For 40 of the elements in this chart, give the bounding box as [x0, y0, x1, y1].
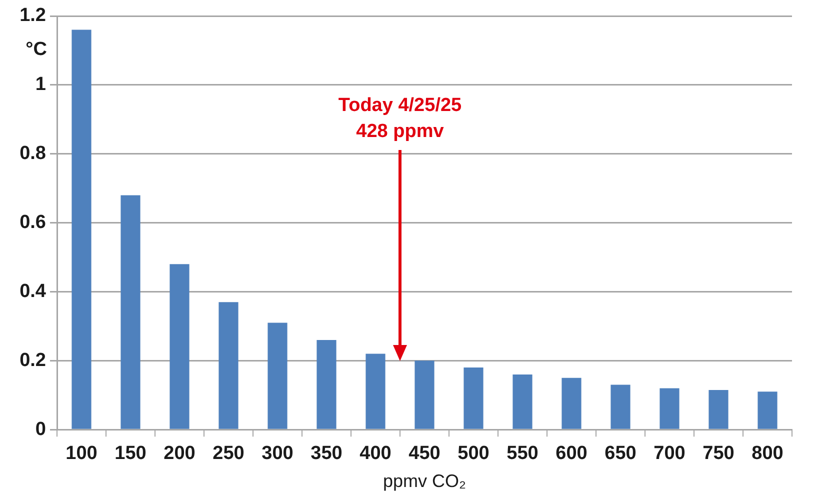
- bar: [218, 302, 238, 429]
- y-tick-label: 0.8: [20, 143, 46, 164]
- bar: [72, 30, 92, 429]
- x-tick-label: 550: [506, 443, 538, 464]
- x-tick-label: 650: [604, 443, 636, 464]
- bar: [708, 390, 728, 429]
- bar: [660, 388, 680, 429]
- x-tick-label: 400: [360, 443, 392, 464]
- annotation: Today 4/25/25 428 ppmv: [338, 94, 462, 142]
- x-axis-title: ppmv CO₂: [382, 471, 466, 492]
- x-tick-label: 500: [458, 443, 490, 464]
- x-tick-label: 750: [702, 443, 734, 464]
- bar: [464, 368, 484, 429]
- y-tick-label: 0.4: [20, 280, 46, 302]
- x-tick-label: 450: [408, 443, 440, 464]
- y-tick-label: 0.2: [20, 350, 46, 371]
- bar: [316, 340, 336, 429]
- x-tick-label: 100: [66, 443, 98, 464]
- bar: [414, 360, 434, 429]
- x-tick-label: 250: [212, 443, 244, 464]
- x-tick-label: 350: [310, 443, 342, 464]
- bar: [512, 374, 532, 429]
- x-tick-label: 800: [752, 443, 784, 464]
- x-tick-label: 200: [164, 443, 196, 464]
- x-tick-label: 600: [556, 443, 588, 464]
- bar: [366, 354, 386, 429]
- bar: [120, 195, 140, 429]
- bar: [268, 322, 288, 429]
- y-tick-label: 0.6: [20, 212, 46, 234]
- bar: [170, 264, 190, 429]
- x-tick-label: 300: [262, 443, 294, 464]
- bar: [758, 392, 778, 429]
- x-tick-label: 700: [654, 443, 686, 464]
- y-tick-label: 1: [35, 74, 46, 96]
- x-tick-label: 150: [114, 443, 146, 464]
- y-tick-label: 0: [35, 418, 46, 440]
- y-tick-label: 1.2: [20, 5, 46, 26]
- bar: [562, 378, 582, 429]
- y-axis-title: °C: [26, 39, 48, 60]
- bar: [610, 384, 630, 429]
